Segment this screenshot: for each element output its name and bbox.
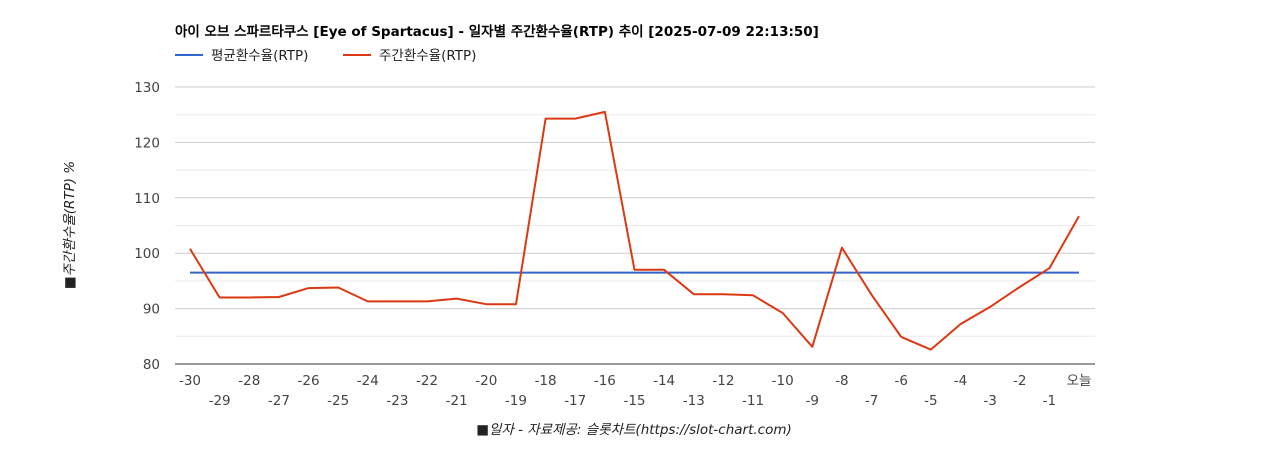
x-tick-label: 오늘 (1067, 373, 1092, 389)
x-tick-label: -15 (623, 393, 645, 409)
x-tick-label: -27 (268, 393, 290, 409)
y-tick-label: 120 (134, 135, 160, 151)
legend: 평균환수율(RTP) 주간환수율(RTP) (175, 48, 476, 64)
x-axis-ticks: -30-29-28-27-26-25-24-23-22-21-20-19-18-… (179, 373, 1091, 409)
chart-title: 아이 오브 스파르타쿠스 [Eye of Spartacus] - 일자별 주간… (175, 23, 819, 40)
x-tick-label: -2 (1013, 373, 1026, 389)
x-tick-label: -1 (1043, 393, 1056, 409)
x-tick-label: -28 (238, 373, 260, 389)
x-tick-label: -17 (564, 393, 586, 409)
x-tick-label: -12 (712, 373, 734, 389)
series-lines (189, 110, 1080, 351)
y-tick-label: 100 (134, 246, 160, 262)
x-tick-label: -23 (386, 393, 408, 409)
y-axis-ticks: 80 90 100 110 120 130 (134, 80, 160, 373)
x-tick-label: -14 (653, 373, 675, 389)
x-tick-label: -5 (924, 393, 937, 409)
x-tick-label: -4 (954, 373, 967, 389)
gridlines (175, 86, 1095, 365)
x-tick-label: -20 (475, 373, 497, 389)
x-tick-label: -22 (416, 373, 438, 389)
x-tick-label: -10 (772, 373, 794, 389)
x-tick-label: -8 (835, 373, 848, 389)
x-axis-title: ■일자 - 자료제공: 슬롯차트(https://slot-chart.com) (476, 422, 792, 438)
legend-label-weekly: 주간환수율(RTP) (379, 48, 476, 64)
x-tick-label: -30 (179, 373, 201, 389)
legend-item-average[interactable]: 평균환수율(RTP) (175, 48, 308, 64)
y-tick-label: 90 (143, 302, 160, 318)
y-tick-label: 130 (134, 80, 160, 96)
x-tick-label: -11 (742, 393, 764, 409)
x-tick-label: -25 (327, 393, 349, 409)
x-tick-label: -18 (535, 373, 557, 389)
x-tick-label: -13 (683, 393, 705, 409)
x-tick-label: -16 (594, 373, 616, 389)
x-tick-label: -19 (505, 393, 527, 409)
legend-item-weekly[interactable]: 주간환수율(RTP) (343, 48, 476, 64)
x-tick-label: -29 (209, 393, 231, 409)
x-tick-label: -21 (446, 393, 468, 409)
x-tick-label: -9 (806, 393, 819, 409)
x-tick-label: -26 (298, 373, 320, 389)
x-tick-label: -7 (865, 393, 878, 409)
y-tick-label: 110 (134, 191, 160, 207)
y-tick-label: 80 (143, 357, 160, 373)
series-line-weekly[interactable] (189, 110, 1080, 351)
legend-label-average: 평균환수율(RTP) (211, 48, 308, 64)
x-tick-label: -24 (357, 373, 379, 389)
x-tick-label: -6 (894, 373, 907, 389)
y-axis-title: ■주간환수율(RTP) % (62, 161, 78, 289)
x-tick-label: -3 (983, 393, 996, 409)
